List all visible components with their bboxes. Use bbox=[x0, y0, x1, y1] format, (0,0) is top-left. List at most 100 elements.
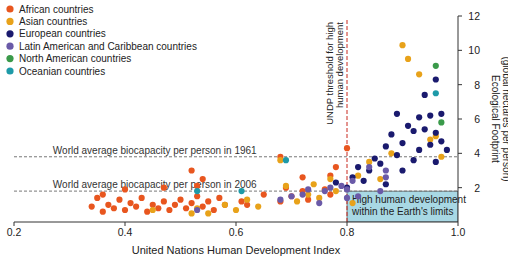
y-axis-title: Ecological Footprint bbox=[490, 75, 501, 163]
legend-label: European countries bbox=[19, 28, 106, 39]
point bbox=[166, 207, 172, 213]
point bbox=[355, 193, 361, 199]
point bbox=[322, 188, 328, 194]
point bbox=[383, 181, 389, 187]
point bbox=[205, 210, 211, 216]
legend-marker bbox=[6, 55, 13, 62]
x-tick-label: 0.8 bbox=[340, 226, 355, 238]
region-label: within the Earth's limits bbox=[351, 206, 453, 217]
legend-marker bbox=[6, 30, 13, 37]
legend-marker bbox=[6, 5, 13, 12]
point bbox=[355, 173, 361, 179]
point bbox=[383, 167, 389, 173]
point bbox=[161, 185, 167, 191]
point bbox=[222, 202, 228, 208]
point bbox=[333, 164, 339, 170]
y-tick bbox=[458, 153, 462, 154]
point bbox=[383, 174, 389, 180]
y-tick-label: 8 bbox=[474, 79, 480, 91]
point bbox=[233, 207, 239, 213]
x-tick-label: 0.2 bbox=[7, 226, 22, 238]
threshold-label: human development bbox=[334, 22, 345, 108]
y-tick-label: 12 bbox=[468, 10, 480, 22]
point bbox=[111, 205, 117, 211]
point bbox=[300, 174, 306, 180]
point bbox=[122, 186, 128, 192]
point bbox=[422, 126, 428, 132]
point bbox=[288, 193, 294, 199]
point bbox=[116, 197, 122, 203]
point bbox=[366, 164, 372, 170]
point bbox=[189, 167, 195, 173]
point bbox=[333, 179, 339, 185]
point bbox=[255, 203, 261, 209]
legend-label: Latin American and Caribbean countries bbox=[19, 41, 197, 52]
point bbox=[394, 152, 400, 158]
legend-marker bbox=[6, 43, 13, 50]
point bbox=[333, 188, 339, 194]
point bbox=[349, 178, 355, 184]
point bbox=[411, 128, 417, 134]
y-tick bbox=[458, 187, 462, 188]
point bbox=[344, 195, 350, 201]
point bbox=[438, 154, 444, 160]
legend-label: North American countries bbox=[19, 53, 131, 64]
point bbox=[155, 205, 161, 211]
reference-line bbox=[14, 191, 458, 192]
point bbox=[177, 197, 183, 203]
chart: High human developmentwithin the Earth's… bbox=[0, 0, 508, 259]
x-tick-label: 1.0 bbox=[451, 226, 466, 238]
point bbox=[244, 197, 250, 203]
point bbox=[422, 92, 428, 98]
point bbox=[416, 114, 422, 120]
points bbox=[89, 42, 450, 216]
point bbox=[327, 191, 333, 197]
point bbox=[349, 200, 355, 206]
point bbox=[411, 157, 417, 163]
point bbox=[311, 181, 317, 187]
point bbox=[122, 207, 128, 213]
point bbox=[100, 191, 106, 197]
legend-label: Asian countries bbox=[19, 16, 87, 27]
y-tick-label: 6 bbox=[474, 113, 480, 125]
y-tick-label: 10 bbox=[468, 44, 480, 56]
point bbox=[283, 157, 289, 163]
point bbox=[377, 176, 383, 182]
point bbox=[327, 176, 333, 182]
point bbox=[438, 138, 444, 144]
y-tick bbox=[458, 50, 462, 51]
point bbox=[405, 123, 411, 129]
point bbox=[327, 185, 333, 191]
point bbox=[172, 202, 178, 208]
point bbox=[238, 198, 244, 204]
point bbox=[89, 203, 95, 209]
reference-label: World average biocapacity per person in … bbox=[53, 179, 257, 190]
legend-label: Oceanian countries bbox=[19, 66, 105, 77]
point bbox=[133, 203, 139, 209]
point bbox=[433, 90, 439, 96]
point bbox=[438, 111, 444, 117]
point bbox=[355, 164, 361, 170]
point bbox=[189, 200, 195, 206]
point bbox=[377, 188, 383, 194]
point bbox=[427, 142, 433, 148]
point bbox=[361, 178, 367, 184]
point bbox=[283, 183, 289, 189]
reference-label: World average biocapacity per person in … bbox=[53, 145, 257, 156]
point bbox=[433, 76, 439, 82]
point bbox=[277, 197, 283, 203]
point bbox=[161, 198, 167, 204]
point bbox=[200, 203, 206, 209]
point bbox=[144, 209, 150, 215]
point bbox=[139, 195, 145, 201]
x-tick-label: 0.6 bbox=[229, 226, 244, 238]
y-tick-label: 2 bbox=[474, 182, 480, 194]
point bbox=[194, 207, 200, 213]
point bbox=[344, 186, 350, 192]
point bbox=[388, 131, 394, 137]
point bbox=[100, 209, 106, 215]
point bbox=[344, 145, 350, 151]
point bbox=[261, 191, 267, 197]
legend-label: African countries bbox=[19, 4, 93, 15]
point bbox=[205, 198, 211, 204]
